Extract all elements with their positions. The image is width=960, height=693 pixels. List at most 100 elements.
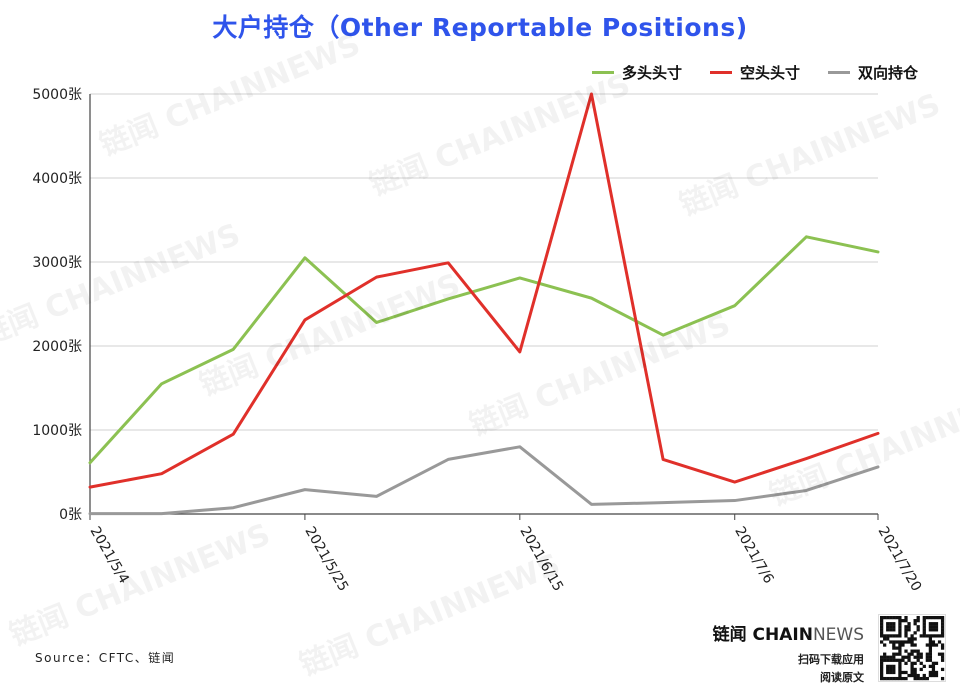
qr-module [919, 655, 923, 659]
qr-module [904, 625, 908, 629]
qr-module [928, 637, 933, 641]
qr-module [916, 625, 920, 629]
qr-module [901, 619, 905, 623]
qr-module [883, 652, 887, 656]
qr-module [898, 625, 902, 629]
qr-module [922, 664, 926, 669]
qr-module [916, 628, 920, 632]
qr-module [919, 676, 923, 681]
qr-module [931, 664, 936, 669]
qr-module [892, 667, 896, 672]
qr-module [940, 634, 945, 638]
qr-module [898, 676, 902, 681]
qr-module [928, 646, 933, 650]
qr-module [922, 634, 926, 638]
qr-module [928, 634, 933, 638]
qr-module [940, 619, 945, 623]
qr-module [886, 634, 890, 638]
qr-module [928, 643, 933, 647]
qr-module [880, 619, 884, 623]
qr-module [898, 640, 902, 644]
qr-module [904, 661, 908, 665]
brand-sub-download: 扫码下载应用 [798, 653, 864, 666]
qr-module [922, 625, 926, 629]
qr-module [916, 616, 920, 620]
qr-module [925, 655, 929, 659]
qr-module [880, 658, 884, 662]
qr-module [904, 649, 908, 653]
qr-module [937, 616, 942, 620]
x-tick-label: 2021/7/6 [731, 524, 776, 587]
qr-module [892, 655, 896, 659]
qr-module [910, 652, 914, 656]
qr-module [880, 655, 884, 659]
brand-name: 链闻 CHAINNEWS [713, 620, 864, 645]
qr-module [904, 619, 908, 623]
qr-module [940, 658, 945, 662]
qr-module [925, 658, 929, 662]
series-line-1 [88, 92, 880, 489]
y-tick-label: 0张 [59, 507, 82, 523]
qr-module [898, 643, 902, 647]
brand-name-en2: NEWS [812, 625, 864, 645]
qr-module [910, 640, 914, 644]
qr-module [916, 673, 920, 678]
brand-name-en: CHAIN [752, 625, 813, 645]
chart-title: 大户持仓（Other Reportable Positions) [212, 13, 748, 42]
qr-module [919, 652, 923, 656]
qr-module [931, 661, 936, 665]
qr-module [940, 655, 945, 659]
qr-module [898, 661, 902, 665]
qr-module [928, 673, 933, 678]
qr-module [898, 670, 902, 675]
qr-module [898, 619, 902, 623]
qr-module [922, 676, 926, 681]
qr-module [928, 670, 933, 675]
qr-module [919, 661, 923, 665]
qr-module [886, 670, 890, 675]
y-tick-label: 1000张 [32, 423, 82, 439]
qr-module [880, 661, 884, 665]
qr-module [889, 658, 893, 662]
qr-module [898, 667, 902, 672]
qr-module [919, 667, 923, 672]
qr-module [910, 670, 914, 675]
qr-code[interactable] [878, 614, 946, 682]
qr-module [892, 670, 896, 675]
qr-module [910, 637, 914, 641]
legend-item-long: 多头头寸 [591, 62, 682, 83]
legend-item-short: 空头头寸 [709, 62, 800, 83]
qr-module [940, 676, 945, 681]
y-tick-label: 2000张 [32, 339, 82, 355]
brand-sub-read: 阅读原文 [820, 671, 864, 684]
qr-module [931, 625, 936, 629]
qr-module [880, 634, 884, 638]
qr-module [922, 616, 926, 620]
qr-module [940, 622, 945, 626]
x-tick-label: 2021/5/4 [87, 524, 132, 587]
y-tick-label: 3000张 [32, 255, 82, 271]
qr-module [937, 652, 942, 656]
qr-module [901, 643, 905, 647]
x-tick-label: 2021/7/20 [875, 524, 925, 594]
qr-module [880, 640, 884, 644]
qr-module [913, 670, 917, 675]
qr-module [883, 643, 887, 647]
x-tick-label: 2021/6/15 [516, 524, 566, 594]
qr-module [934, 616, 939, 620]
qr-module [916, 649, 920, 653]
qr-module [898, 673, 902, 678]
qr-module [898, 634, 902, 638]
qr-module [910, 649, 914, 653]
qr-module [907, 625, 911, 629]
qr-module [880, 625, 884, 629]
qr-module [931, 640, 936, 644]
qr-module [916, 652, 920, 656]
qr-module [931, 670, 936, 675]
qr-module [940, 643, 945, 647]
qr-module [928, 649, 933, 653]
qr-module [913, 619, 917, 623]
qr-module [925, 634, 929, 638]
qr-module [940, 625, 945, 629]
qr-module [880, 670, 884, 675]
